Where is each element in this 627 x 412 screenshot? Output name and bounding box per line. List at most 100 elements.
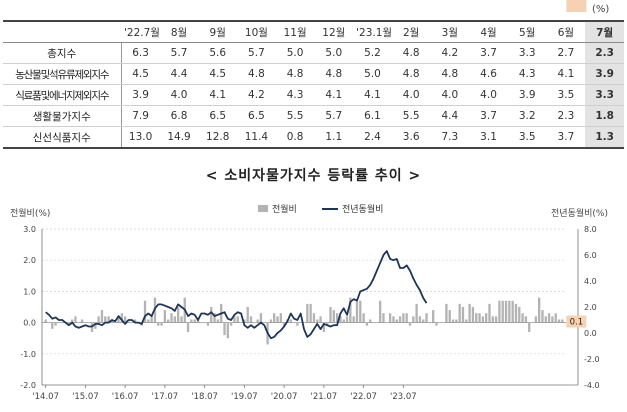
bar-mom (547, 313, 551, 323)
table-cell: 4.3 (507, 63, 547, 85)
bar-mom (342, 319, 345, 323)
bar-mom (87, 322, 90, 324)
bar-mom (70, 319, 74, 323)
bar-mom (425, 313, 428, 323)
x-tick-label: '16.07 (112, 392, 139, 402)
table-cell: 3.1 (469, 126, 508, 149)
table-row: 총지수 6.3 5.7 5.6 5.7 5.0 5.0 5.2 4.8 4.2 3.7 3.3 2.7 2… (3, 42, 624, 64)
legend-swatch-mom (258, 205, 268, 212)
cpi-table: '22.7월 8월 9월 10월 11월 12월 '23.1월 2월 3월 4월 5월 6월 7월 총지… (3, 20, 624, 149)
bar-mom (107, 316, 110, 323)
unit-label: (%) (592, 4, 610, 15)
bar-mom (269, 319, 273, 323)
table-cell: 3.9 (585, 63, 624, 85)
table-cell: 4.8 (314, 63, 354, 85)
bar-mom (263, 322, 266, 324)
row-label: 총지수 (3, 42, 122, 64)
table-cell: 4.0 (391, 84, 431, 106)
bar-mom (289, 319, 292, 323)
table-cell: 5.7 (314, 105, 354, 127)
table-cell: 4.0 (469, 84, 508, 106)
table-cell: 13.0 (121, 126, 160, 149)
table-row: 농산물및석유류제외지수 4.5 4.4 4.5 4.8 4.8 4.8 5.0 4.8 4.8 4.… (3, 63, 624, 85)
bar-mom (84, 322, 87, 324)
table-cell: 6.5 (198, 105, 238, 127)
bar-mom (167, 319, 170, 323)
bar-mom (521, 313, 524, 323)
end-badge-yoy (566, 0, 587, 12)
bar-mom (355, 300, 359, 323)
table-cell: 12.8 (198, 126, 238, 149)
bar-mom (435, 322, 438, 326)
bar-mom (326, 322, 329, 326)
bar-mom (375, 322, 379, 324)
bar-mom (349, 297, 352, 323)
table-cell: 1.3 (585, 126, 624, 149)
table-cell: 5.7 (237, 42, 276, 64)
bar-mom (491, 316, 494, 323)
bar-mom (458, 303, 461, 323)
table-cell: 2.3 (546, 105, 586, 127)
table-cell: 5.6 (198, 42, 238, 64)
bar-mom (186, 322, 190, 332)
bar-mom (216, 319, 220, 323)
x-tick-label: '17.07 (152, 392, 179, 402)
table-cell: 5.2 (353, 42, 392, 64)
table-cell: 5.0 (314, 42, 354, 64)
bar-mom (249, 316, 253, 323)
bar-mom (312, 313, 316, 323)
column-header: 11월 (275, 20, 315, 43)
bar-mom (408, 322, 412, 326)
table-cell: 4.8 (237, 63, 276, 85)
bar-mom (243, 319, 246, 323)
bar-mom (44, 319, 47, 323)
bar-mom (74, 316, 77, 323)
table-cell: 4.8 (275, 63, 315, 85)
bar-mom (392, 316, 395, 323)
table-cell: 7.3 (430, 126, 470, 149)
bar-mom (438, 322, 441, 324)
bar-mom (524, 316, 528, 323)
y-tick-right: -4.0 (584, 381, 600, 390)
column-header: 12월 (314, 20, 354, 43)
y-tick-right: 0.0 (584, 329, 597, 338)
table-cell: 4.2 (237, 84, 276, 106)
table-cell: 4.1 (198, 84, 238, 106)
legend-label-yoy: 전년동월비 (342, 203, 383, 215)
bar-mom (229, 322, 233, 326)
column-header: 10월 (237, 20, 276, 43)
table-cell: 3.9 (121, 84, 160, 106)
bar-mom (246, 307, 249, 323)
table-cell: 5.0 (275, 42, 315, 64)
table-header-row: '22.7월 8월 9월 10월 11월 12월 '23.1월 2월 3월 4월 5월 6월 7월 (3, 20, 624, 43)
bar-mom (292, 322, 296, 324)
table-cell: 3.7 (469, 105, 508, 127)
bar-mom (306, 303, 309, 323)
bar-mom (335, 313, 339, 323)
y-tick-left: 1.0 (23, 287, 36, 296)
table-cell: 4.8 (391, 42, 431, 64)
bar-mom (213, 313, 216, 323)
table-cell: 5.0 (353, 63, 392, 85)
line-yoy (45, 250, 428, 340)
bar-mom (316, 319, 319, 323)
y-tick-right: -2.0 (584, 355, 600, 364)
table-cell: 4.5 (198, 63, 238, 85)
table-cell: 4.4 (159, 63, 199, 85)
bar-mom (365, 322, 369, 326)
x-tick-label: '18.07 (191, 392, 218, 402)
bar-mom (51, 322, 54, 329)
bar-mom (133, 319, 137, 323)
bar-mom (302, 322, 306, 324)
end-label-yoy: 2.3 (570, 0, 584, 3)
x-tick-label: '19.07 (231, 392, 258, 402)
bar-mom (253, 322, 256, 324)
bar-mom (276, 316, 279, 323)
bar-mom (236, 316, 239, 323)
bar-mom (418, 316, 422, 323)
bar-mom (97, 316, 100, 323)
table-cell: 2.4 (353, 126, 392, 149)
table-cell: 14.9 (159, 126, 199, 149)
bar-mom (405, 313, 408, 323)
table-cell: 1.1 (314, 126, 354, 149)
